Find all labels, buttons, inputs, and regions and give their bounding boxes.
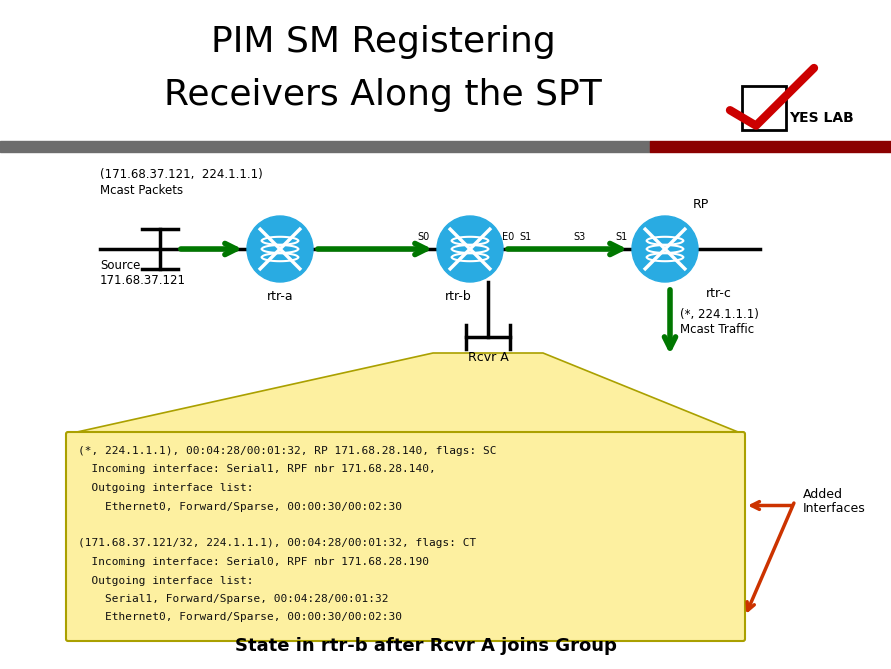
Bar [0,153,891,669]
Text: (171.68.37.121/32, 224.1.1.1), 00:04:28/00:01:32, flags: CT: (171.68.37.121/32, 224.1.1.1), 00:04:28/… [78,539,477,549]
Text: Incoming interface: Serial1, RPF nbr 171.68.28.140,: Incoming interface: Serial1, RPF nbr 171… [78,464,436,474]
Text: (*, 224.1.1.1), 00:04:28/00:01:32, RP 171.68.28.140, flags: SC: (*, 224.1.1.1), 00:04:28/00:01:32, RP 17… [78,446,496,456]
Text: Source
171.68.37.121: Source 171.68.37.121 [100,259,186,287]
Text: RP: RP [693,198,709,211]
Text: Serial1, Forward/Sparse, 00:04:28/00:01:32: Serial1, Forward/Sparse, 00:04:28/00:01:… [78,594,388,604]
Text: Added
Interfaces: Added Interfaces [803,488,866,516]
Bar [0,141,650,152]
Text: S0: S0 [417,232,429,242]
Text: Outgoing interface list:: Outgoing interface list: [78,483,254,493]
Text: Mcast Packets: Mcast Packets [100,184,184,197]
Polygon shape [68,353,743,434]
Text: rtr-a: rtr-a [266,290,293,303]
Text: Ethernet0, Forward/Sparse, 00:00:30/00:02:30: Ethernet0, Forward/Sparse, 00:00:30/00:0… [78,502,402,512]
Text: Rcvr A: Rcvr A [468,351,509,364]
Text: S3: S3 [574,232,586,242]
Text: (*, 224.1.1.1)
Mcast Traffic: (*, 224.1.1.1) Mcast Traffic [680,308,759,336]
Bar [0,0,891,152]
Text: Receivers Along the SPT: Receivers Along the SPT [164,78,602,112]
Text: PIM SM Registering: PIM SM Registering [211,25,555,59]
FancyBboxPatch shape [66,432,745,641]
Bar [650,141,891,152]
Text: E0: E0 [502,232,514,242]
Circle shape [632,216,698,282]
Text: YES LAB: YES LAB [789,111,854,125]
Text: rtr-b: rtr-b [445,290,471,303]
Text: Incoming interface: Serial0, RPF nbr 171.68.28.190: Incoming interface: Serial0, RPF nbr 171… [78,557,429,567]
Text: S1: S1 [519,232,531,242]
Circle shape [247,216,313,282]
Text: State in rtr-b after Rcvr A joins Group: State in rtr-b after Rcvr A joins Group [234,637,617,655]
Text: (171.68.37.121,  224.1.1.1): (171.68.37.121, 224.1.1.1) [100,168,263,181]
Text: S1: S1 [616,232,628,242]
Text: rtr-c: rtr-c [706,287,732,300]
Text: Outgoing interface list:: Outgoing interface list: [78,575,254,585]
Circle shape [437,216,503,282]
Text: Ethernet0, Forward/Sparse, 00:00:30/00:02:30: Ethernet0, Forward/Sparse, 00:00:30/00:0… [78,613,402,622]
Bar [742,86,786,130]
